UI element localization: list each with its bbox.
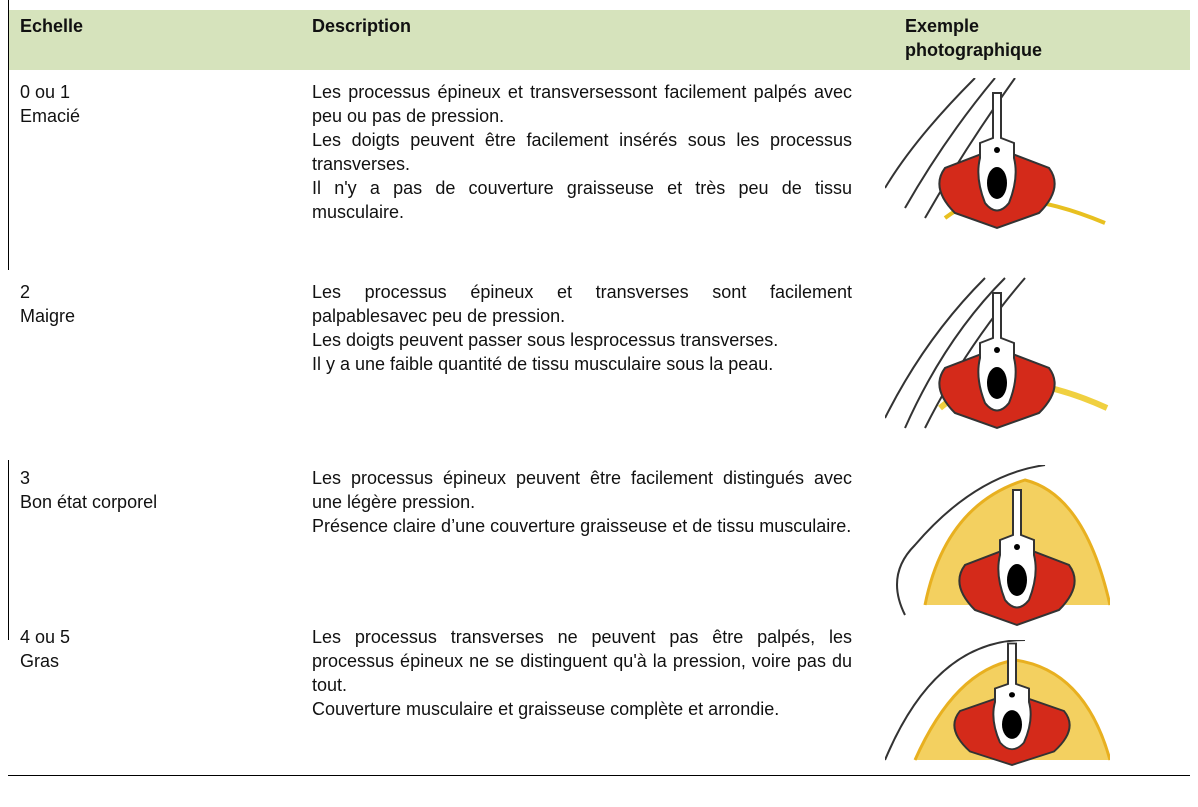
label: Maigre (20, 306, 76, 326)
description-line: Présence claire d’une couverture graisse… (312, 516, 852, 536)
bottom-border (8, 775, 1190, 776)
description-line: Les doigts peuvent passer sous lesproces… (312, 330, 779, 350)
description-cell: Les processus épineux et transverses son… (312, 280, 852, 376)
illustration (885, 277, 1109, 429)
description-line: Il n'y a pas de couverture graisseuse et… (312, 178, 852, 222)
left-border (8, 0, 9, 270)
score: 0 ou 1 (20, 82, 71, 102)
column-header: Exemple photographique (905, 16, 1042, 60)
description-cell: Les processus transverses ne peuvent pas… (312, 625, 852, 721)
column-header: Description (312, 16, 412, 36)
scale-cell: 2 Maigre (20, 280, 290, 328)
scale-cell: 0 ou 1 Emacié (20, 80, 290, 128)
header-row (8, 10, 1190, 70)
label: Gras (20, 651, 60, 671)
description-line: Les processus épineux et transversessont… (312, 82, 852, 126)
scale-cell: 3 Bon état corporel (20, 466, 290, 514)
description-cell: Les processus épineux et transversessont… (312, 80, 852, 224)
illustration (885, 78, 1106, 229)
scale-cell: 4 ou 5 Gras (20, 625, 290, 673)
score: 3 (20, 468, 31, 488)
column-header: Echelle (20, 16, 84, 36)
description-line: Couverture musculaire et graisseuse comp… (312, 699, 780, 719)
left-border (8, 460, 9, 640)
score: 4 ou 5 (20, 627, 71, 647)
description-line: Les processus épineux peuvent être facil… (312, 468, 852, 512)
illustration (896, 465, 1110, 626)
score: 2 (20, 282, 31, 302)
illustration (885, 640, 1110, 766)
description-line: Il y a une faible quantité de tissu musc… (312, 354, 774, 374)
description-line: Les processus transverses ne peuvent pas… (312, 627, 852, 695)
description-line: Les processus épineux et transverses son… (312, 282, 852, 326)
label: Bon état corporel (20, 492, 158, 512)
label: Emacié (20, 106, 81, 126)
description-line: Les doigts peuvent être facilement insér… (312, 130, 852, 174)
description-cell: Les processus épineux peuvent être facil… (312, 466, 852, 538)
